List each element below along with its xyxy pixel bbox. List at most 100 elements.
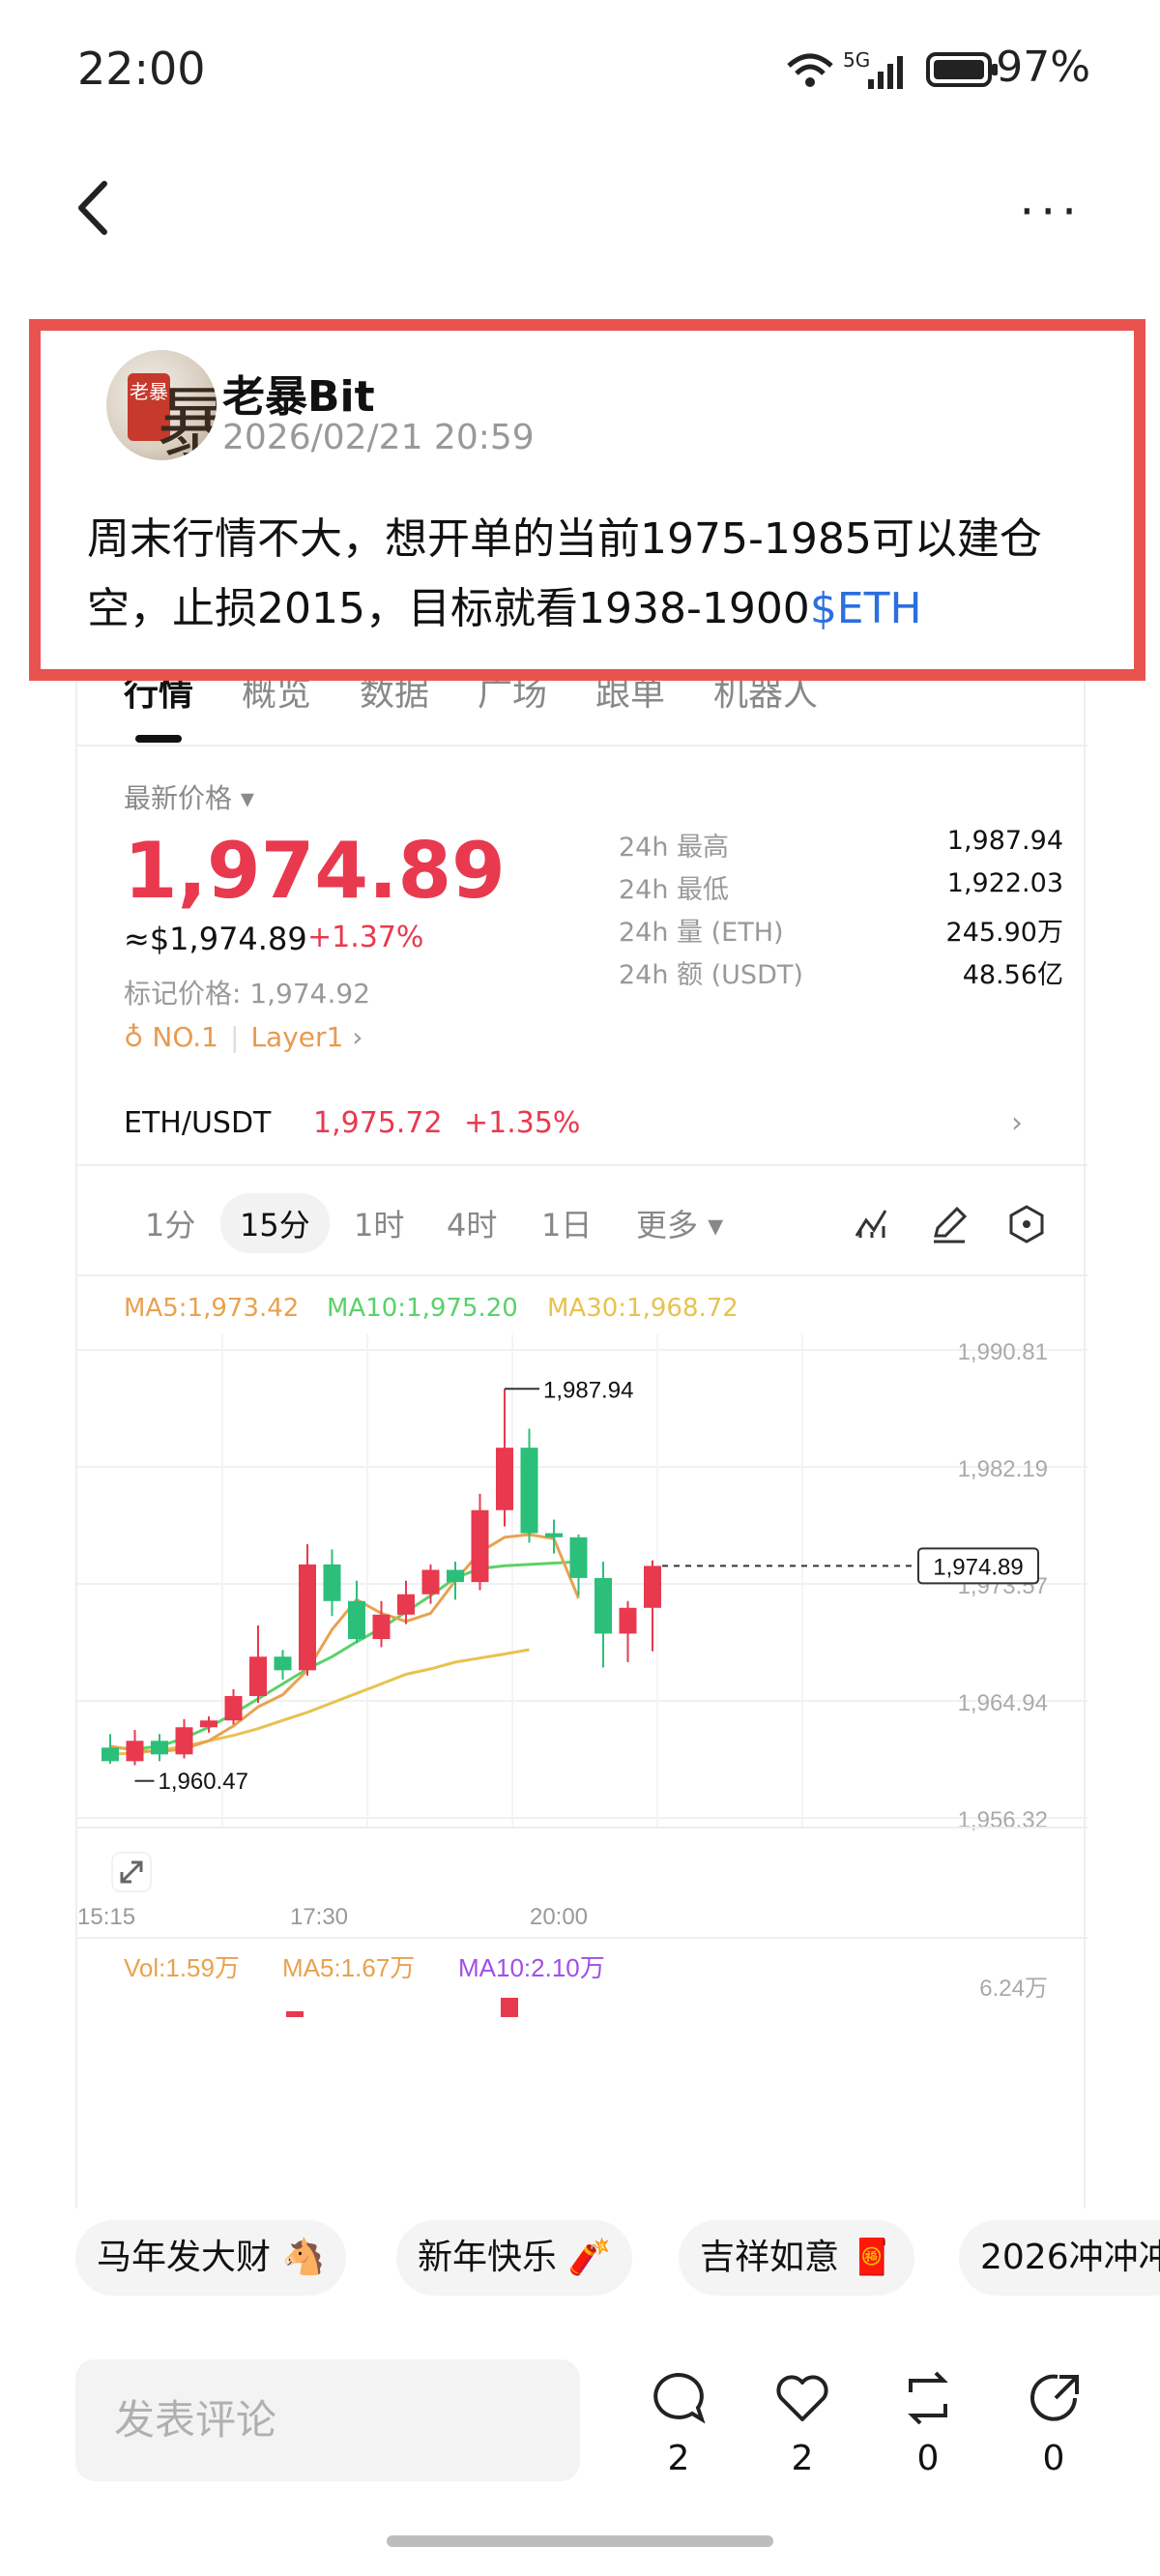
candle-body xyxy=(569,1537,588,1578)
settings-hex-icon[interactable] xyxy=(1005,1203,1048,1245)
category-label: Layer1 xyxy=(250,1021,344,1053)
candle-body xyxy=(151,1741,168,1755)
market-tabs: 行情 概览 数据 广场 跟单 机器人 xyxy=(77,681,1088,746)
reaction-chip[interactable]: 新年快乐 🧨 xyxy=(396,2220,633,2296)
price-change: +1.37% xyxy=(307,921,424,954)
status-bar: 22:00 5G 97% xyxy=(0,0,1160,145)
candle-body xyxy=(126,1741,144,1762)
rank-row[interactable]: ♁ NO.1 | Layer1 › xyxy=(124,1021,363,1053)
reaction-chips: 马年发大财 🐴 新年快乐 🧨 吉祥如意 🧧 2026冲冲冲 xyxy=(0,2220,1160,2307)
tab-underline xyxy=(135,735,182,743)
low-label: 1,960.47 xyxy=(159,1769,248,1795)
high-label: 1,987.94 xyxy=(543,1377,633,1403)
current-price-label: 1,974.89 xyxy=(933,1554,1023,1580)
candle-body xyxy=(594,1577,612,1634)
expand-icon xyxy=(120,1860,143,1884)
tab-copy[interactable]: 跟单 xyxy=(595,681,666,714)
stat-turnover: 24h 额 (USDT) 48.56亿 xyxy=(619,960,1063,990)
draw-icon[interactable] xyxy=(928,1203,971,1245)
candle-body xyxy=(520,1448,538,1534)
current-price-box xyxy=(917,1547,1039,1585)
heart-icon xyxy=(776,2375,828,2421)
rank-label: NO.1 xyxy=(152,1021,218,1053)
y-tick-label: 1,990.81 xyxy=(958,1339,1048,1365)
candle-body xyxy=(200,1720,218,1728)
share-icon xyxy=(1030,2374,1079,2421)
latest-price-label[interactable]: 最新价格 ▾ xyxy=(124,782,254,814)
reaction-chip[interactable]: 马年发大财 🐴 xyxy=(75,2220,347,2296)
candle-body xyxy=(102,1747,119,1762)
comment-input[interactable]: 发表评论 xyxy=(75,2359,580,2481)
tf-1m[interactable]: 1分 xyxy=(145,1207,196,1244)
repost-count: 0 xyxy=(916,2439,940,2478)
more-icon[interactable]: ··· xyxy=(1019,184,1083,240)
indicator-icon[interactable] xyxy=(851,1203,893,1245)
candle-body xyxy=(249,1656,267,1696)
volume-bar xyxy=(501,1998,518,2017)
vol-ma10-label: MA10:2.10万 xyxy=(458,1953,605,1982)
avatar[interactable]: 老暴 暴 xyxy=(106,350,217,460)
stat-volume: 24h 量 (ETH) 245.90万 xyxy=(619,918,1063,948)
x-tick-label: 17:30 xyxy=(290,1904,348,1930)
vol-ma5-label: MA5:1.67万 xyxy=(282,1953,415,1982)
candle-body xyxy=(545,1533,563,1537)
y-tick-label: 1,964.94 xyxy=(958,1690,1048,1716)
chevron-right-icon: › xyxy=(1011,1106,1023,1140)
usd-price: ≈$1,974.89 xyxy=(124,921,307,957)
volume-bar xyxy=(286,2011,304,2017)
vol-axis-label: 6.24万 xyxy=(979,1976,1048,2002)
candle-body xyxy=(175,1727,193,1755)
coin-tag[interactable]: $ETH xyxy=(809,584,922,633)
back-icon[interactable] xyxy=(68,174,126,242)
tab-square[interactable]: 广场 xyxy=(478,681,548,714)
tab-data[interactable]: 数据 xyxy=(360,681,430,714)
ma5-line xyxy=(109,1533,580,1754)
pair-row[interactable]: ETH/USDT 1,975.72 +1.35% › xyxy=(124,1106,1052,1155)
like-count: 2 xyxy=(791,2439,814,2478)
tab-overview[interactable]: 概览 xyxy=(242,681,312,714)
post-card[interactable]: 老暴 暴 老暴Bit 2026/02/21 20:59 周末行情不大，想开单的当… xyxy=(29,319,1146,681)
candle-body xyxy=(274,1656,292,1671)
tf-1d[interactable]: 1日 xyxy=(541,1207,593,1244)
mark-price: 标记价格: 1,974.92 xyxy=(124,978,371,1010)
network-label: 5G xyxy=(843,48,871,72)
vol-label: Vol:1.59万 xyxy=(124,1953,240,1982)
candle-body xyxy=(323,1564,341,1601)
reaction-chip[interactable]: 吉祥如意 🧧 xyxy=(679,2220,915,2296)
candle-body xyxy=(471,1509,489,1583)
comment-icon xyxy=(653,2372,706,2424)
tab-market[interactable]: 行情 xyxy=(124,681,194,714)
tf-4h[interactable]: 4时 xyxy=(447,1207,498,1244)
candle-body xyxy=(348,1600,365,1640)
candle-body xyxy=(619,1607,637,1634)
post-text: 周末行情不大，想开单的当前1975-1985可以建仓空，止损2015，目标就看1… xyxy=(87,505,1112,644)
pair-change: +1.35% xyxy=(464,1106,581,1140)
repost-action[interactable]: 0 xyxy=(889,2369,967,2478)
tf-more[interactable]: 更多 ▾ xyxy=(636,1207,724,1244)
ma5-label: MA5:1,973.42 xyxy=(124,1294,300,1323)
pair-symbol: ETH/USDT xyxy=(124,1106,272,1140)
author-name[interactable]: 老暴Bit xyxy=(222,372,375,422)
share-count: 0 xyxy=(1042,2439,1065,2478)
battery-percent: 97% xyxy=(996,43,1090,92)
stat-low: 24h 最低 1,922.03 xyxy=(619,868,1063,905)
y-tick-label: 1,982.19 xyxy=(958,1456,1048,1482)
candle-body xyxy=(224,1695,243,1721)
tab-bot[interactable]: 机器人 xyxy=(713,681,819,714)
kline-chart[interactable]: 1,990.811,982.191,973.571,964.941,956.32… xyxy=(77,1276,1088,2209)
ma10-line xyxy=(109,1560,579,1751)
share-action[interactable]: 0 xyxy=(1015,2369,1092,2478)
like-action[interactable]: 2 xyxy=(764,2369,841,2478)
x-tick-label: 20:00 xyxy=(530,1904,588,1930)
tf-1h[interactable]: 1时 xyxy=(354,1207,405,1244)
candle-body xyxy=(644,1566,661,1608)
battery-icon xyxy=(926,52,998,87)
stat-high: 24h 最高 1,987.94 xyxy=(619,826,1063,863)
tf-15m[interactable]: 15分 xyxy=(220,1193,330,1253)
comment-action[interactable]: 2 xyxy=(640,2369,717,2478)
repost-icon xyxy=(908,2371,948,2425)
ma30-line xyxy=(109,1648,530,1756)
reaction-chip[interactable]: 2026冲冲冲 xyxy=(959,2220,1160,2296)
divider xyxy=(77,1164,1088,1166)
market-panel: 行情 概览 数据 广场 跟单 机器人 最新价格 ▾ 1,974.89 ≈$1,9… xyxy=(75,681,1088,2209)
